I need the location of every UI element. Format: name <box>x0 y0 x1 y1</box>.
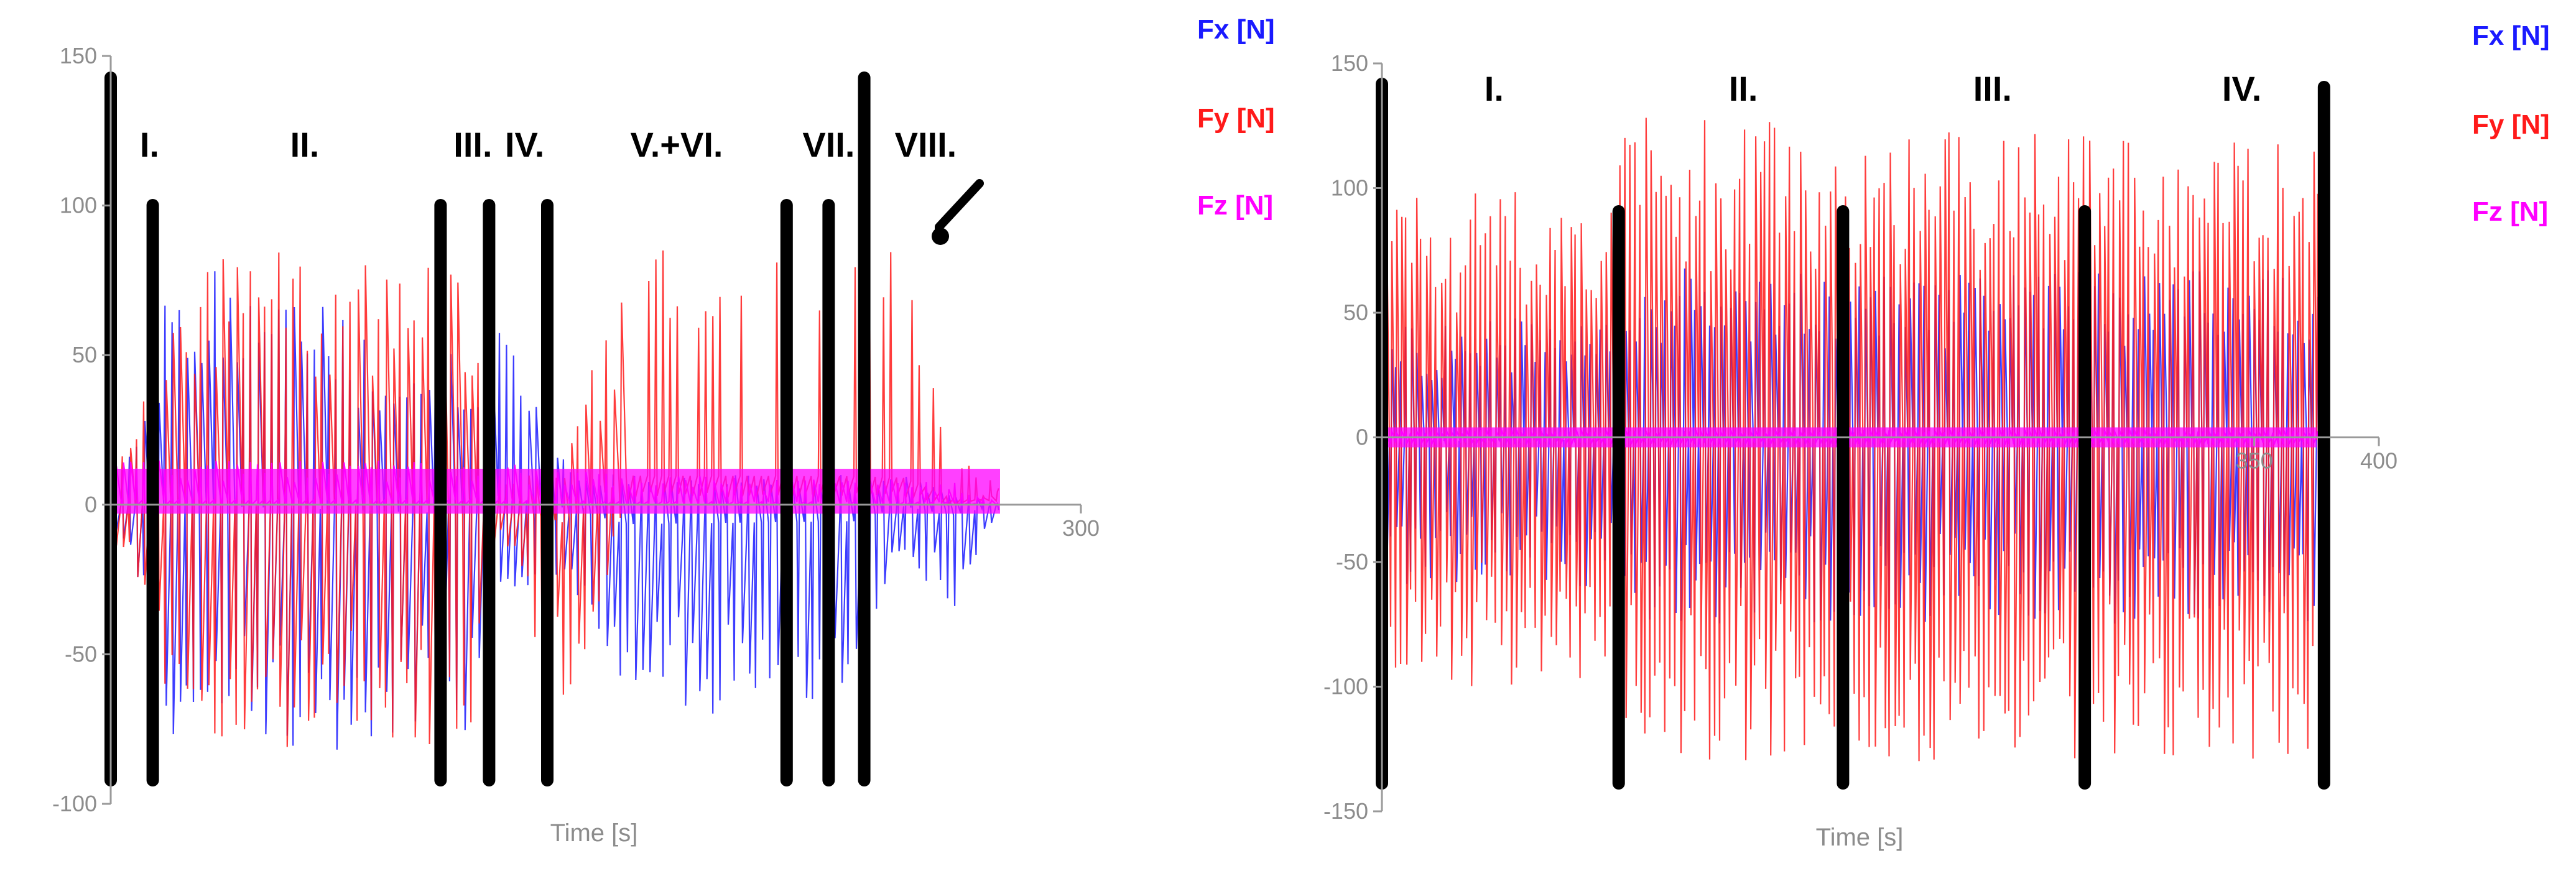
x-tick-label: 400 <box>2360 448 2398 474</box>
y-tick-label: -100 <box>1323 674 1368 699</box>
phase-label: I. <box>140 125 159 164</box>
phase-label: III. <box>453 125 492 164</box>
x-tick-label: 300 <box>1062 515 1100 541</box>
y-tick-label: 0 <box>85 492 97 517</box>
left-chart: I. II. III. IV. V.+VI. VII. VIII. 150 100 50 0 -50… <box>52 43 1100 847</box>
y-tick-label: -150 <box>1323 798 1368 824</box>
right-x-axis-label: Time [s] <box>1816 824 1904 851</box>
right-axis-ticks: 150 100 50 0 -50 -100 -150 350 400 <box>1323 50 2398 824</box>
left-x-axis-label: Time [s] <box>550 819 638 847</box>
phase-label: IV. <box>505 125 544 164</box>
y-tick-label: 0 <box>1356 425 1368 450</box>
phase-label: II. <box>1729 69 1758 108</box>
phase-label: VII. <box>802 125 855 164</box>
y-tick-label: -50 <box>1336 549 1368 574</box>
right-plot-area <box>1383 118 2320 762</box>
left-legend: Fx [N] Fy [N] Fz [N] <box>1197 14 1275 221</box>
phase-label: I. <box>1485 69 1504 108</box>
legend-fz: Fz [N] <box>1197 190 1273 221</box>
left-phase-dividers: I. II. III. IV. V.+VI. VII. VIII. <box>104 71 984 786</box>
phase-viii-pointer-dot <box>932 228 949 245</box>
legend-fx: Fx [N] <box>2472 21 2550 51</box>
phase-viii-pointer <box>935 179 984 237</box>
series-fyn-line <box>1383 118 2320 762</box>
series-fz-band <box>114 469 1001 514</box>
y-tick-label: 100 <box>60 193 97 218</box>
legend-fy: Fy [N] <box>2472 109 2550 140</box>
y-tick-label: 50 <box>1343 300 1368 325</box>
y-tick-label: 50 <box>72 342 97 367</box>
phase-label: II. <box>290 125 320 164</box>
phase-label: V.+VI. <box>631 125 723 164</box>
y-tick-label: 150 <box>1331 50 1368 76</box>
legend-fz: Fz [N] <box>2472 196 2548 227</box>
right-legend: Fx [N] Fy [N] Fz [N] <box>2472 21 2550 227</box>
left-axis-ticks: 150 100 50 0 -50 -100 300 <box>52 43 1100 816</box>
x-tick-label: 350 <box>2236 448 2273 474</box>
phase-label: IV. <box>2222 69 2261 108</box>
phase-label: III. <box>1973 69 2012 108</box>
legend-fy: Fy [N] <box>1197 103 1275 134</box>
y-tick-label: 100 <box>1331 175 1368 201</box>
y-tick-label: -100 <box>52 791 97 816</box>
phase-label: VIII. <box>895 125 957 164</box>
y-tick-label: -50 <box>65 641 97 666</box>
left-plot-area <box>113 250 1001 750</box>
y-tick-label: 150 <box>60 43 97 68</box>
legend-fx: Fx [N] <box>1197 14 1275 45</box>
